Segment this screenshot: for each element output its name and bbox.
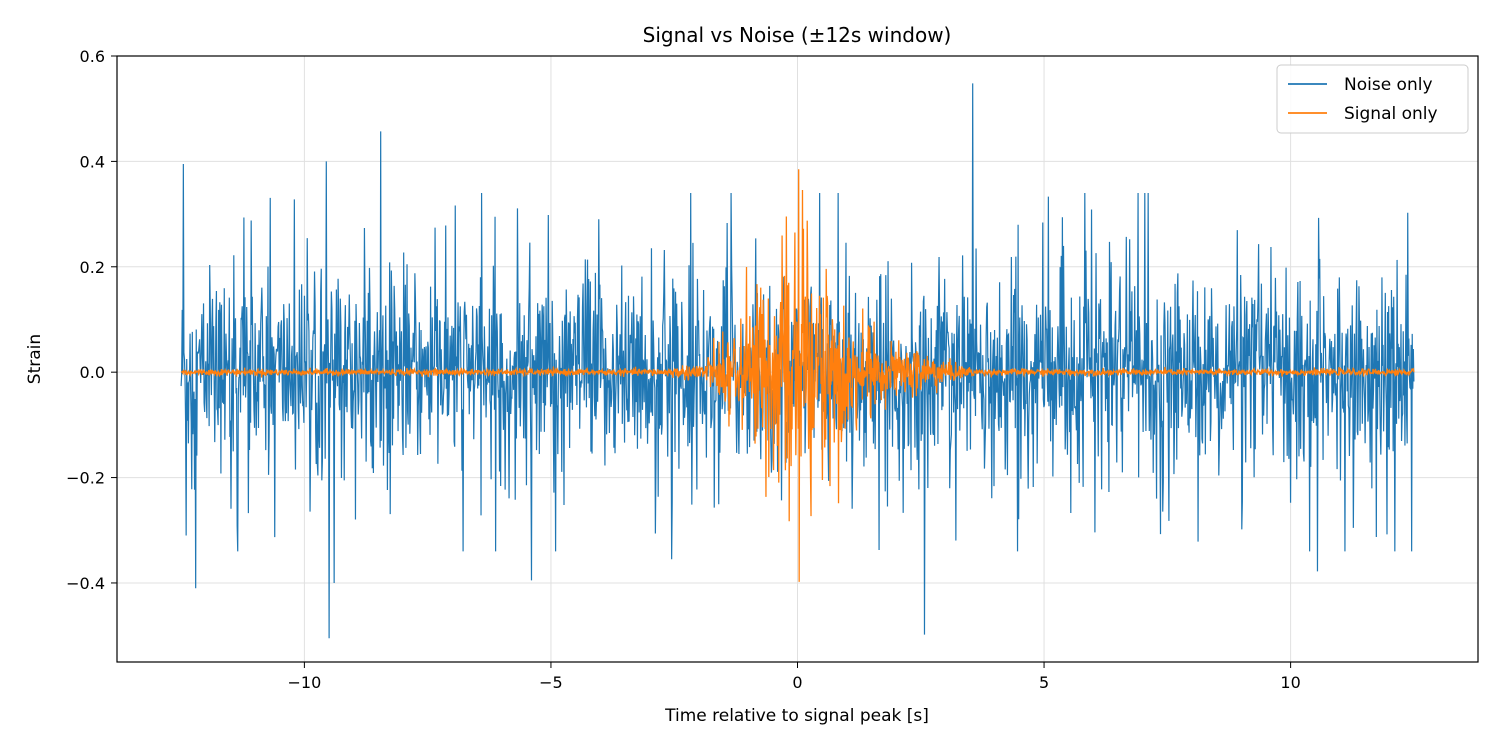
legend: Noise only Signal only: [1276, 64, 1469, 134]
chart-title: Signal vs Noise (±12s window): [643, 23, 952, 47]
x-tick-label: 0: [792, 673, 802, 692]
x-tick-label: 10: [1280, 673, 1300, 692]
legend-box: [1276, 64, 1469, 134]
x-tick-label: 5: [1039, 673, 1049, 692]
legend-label-signal: Signal only: [1344, 104, 1438, 124]
y-axis-label: Strain: [25, 334, 45, 384]
y-tick-label: −0.2: [66, 469, 105, 488]
y-axis: −0.4 −0.2 0.0 0.2 0.4 0.6: [66, 47, 117, 593]
x-axis-label: Time relative to signal peak [s]: [664, 706, 929, 726]
signal-series: [180, 169, 1415, 582]
x-tick-label: −10: [288, 673, 322, 692]
x-axis: −10 −5 0 5 10: [288, 662, 1301, 692]
y-tick-label: 0.6: [80, 47, 105, 66]
series-line-signal: [180, 169, 1415, 582]
y-tick-label: −0.4: [66, 574, 105, 593]
legend-label-noise: Noise only: [1344, 75, 1433, 95]
y-tick-label: 0.2: [80, 258, 105, 277]
y-tick-label: 0.4: [80, 152, 105, 171]
y-tick-label: 0.0: [80, 363, 105, 382]
x-tick-label: −5: [539, 673, 563, 692]
